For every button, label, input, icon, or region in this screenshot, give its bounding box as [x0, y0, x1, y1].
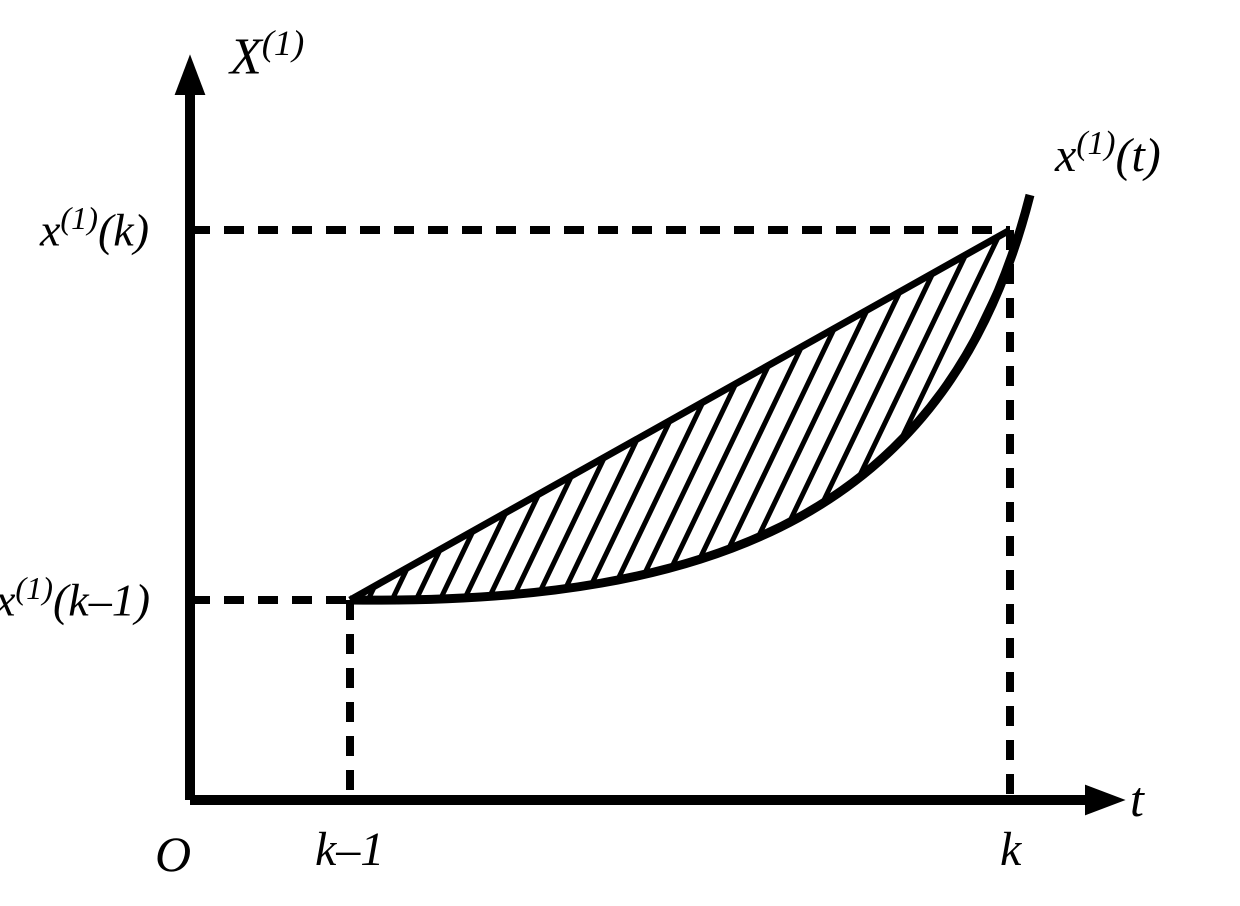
x-axis-label: t — [1130, 770, 1144, 828]
xtick-k-minus-1-label: k–1 — [315, 822, 384, 877]
ytick-low-label: x(1)(k–1) — [0, 570, 150, 626]
x-axis-arrow — [1085, 785, 1126, 816]
y-axis-label: X(1) — [230, 22, 304, 86]
origin-label: O — [155, 825, 191, 883]
ytick-high-label: x(1)(k) — [40, 200, 149, 256]
curve-label: x(1)(t) — [1055, 125, 1161, 183]
xtick-k-label: k — [1000, 822, 1021, 877]
diagram-svg — [0, 0, 1240, 906]
y-axis-arrow — [175, 54, 206, 95]
diagram-container: X(1) t O x(1)(t) k–1 k x(1)(k–1) x(1)(k) — [0, 0, 1240, 906]
